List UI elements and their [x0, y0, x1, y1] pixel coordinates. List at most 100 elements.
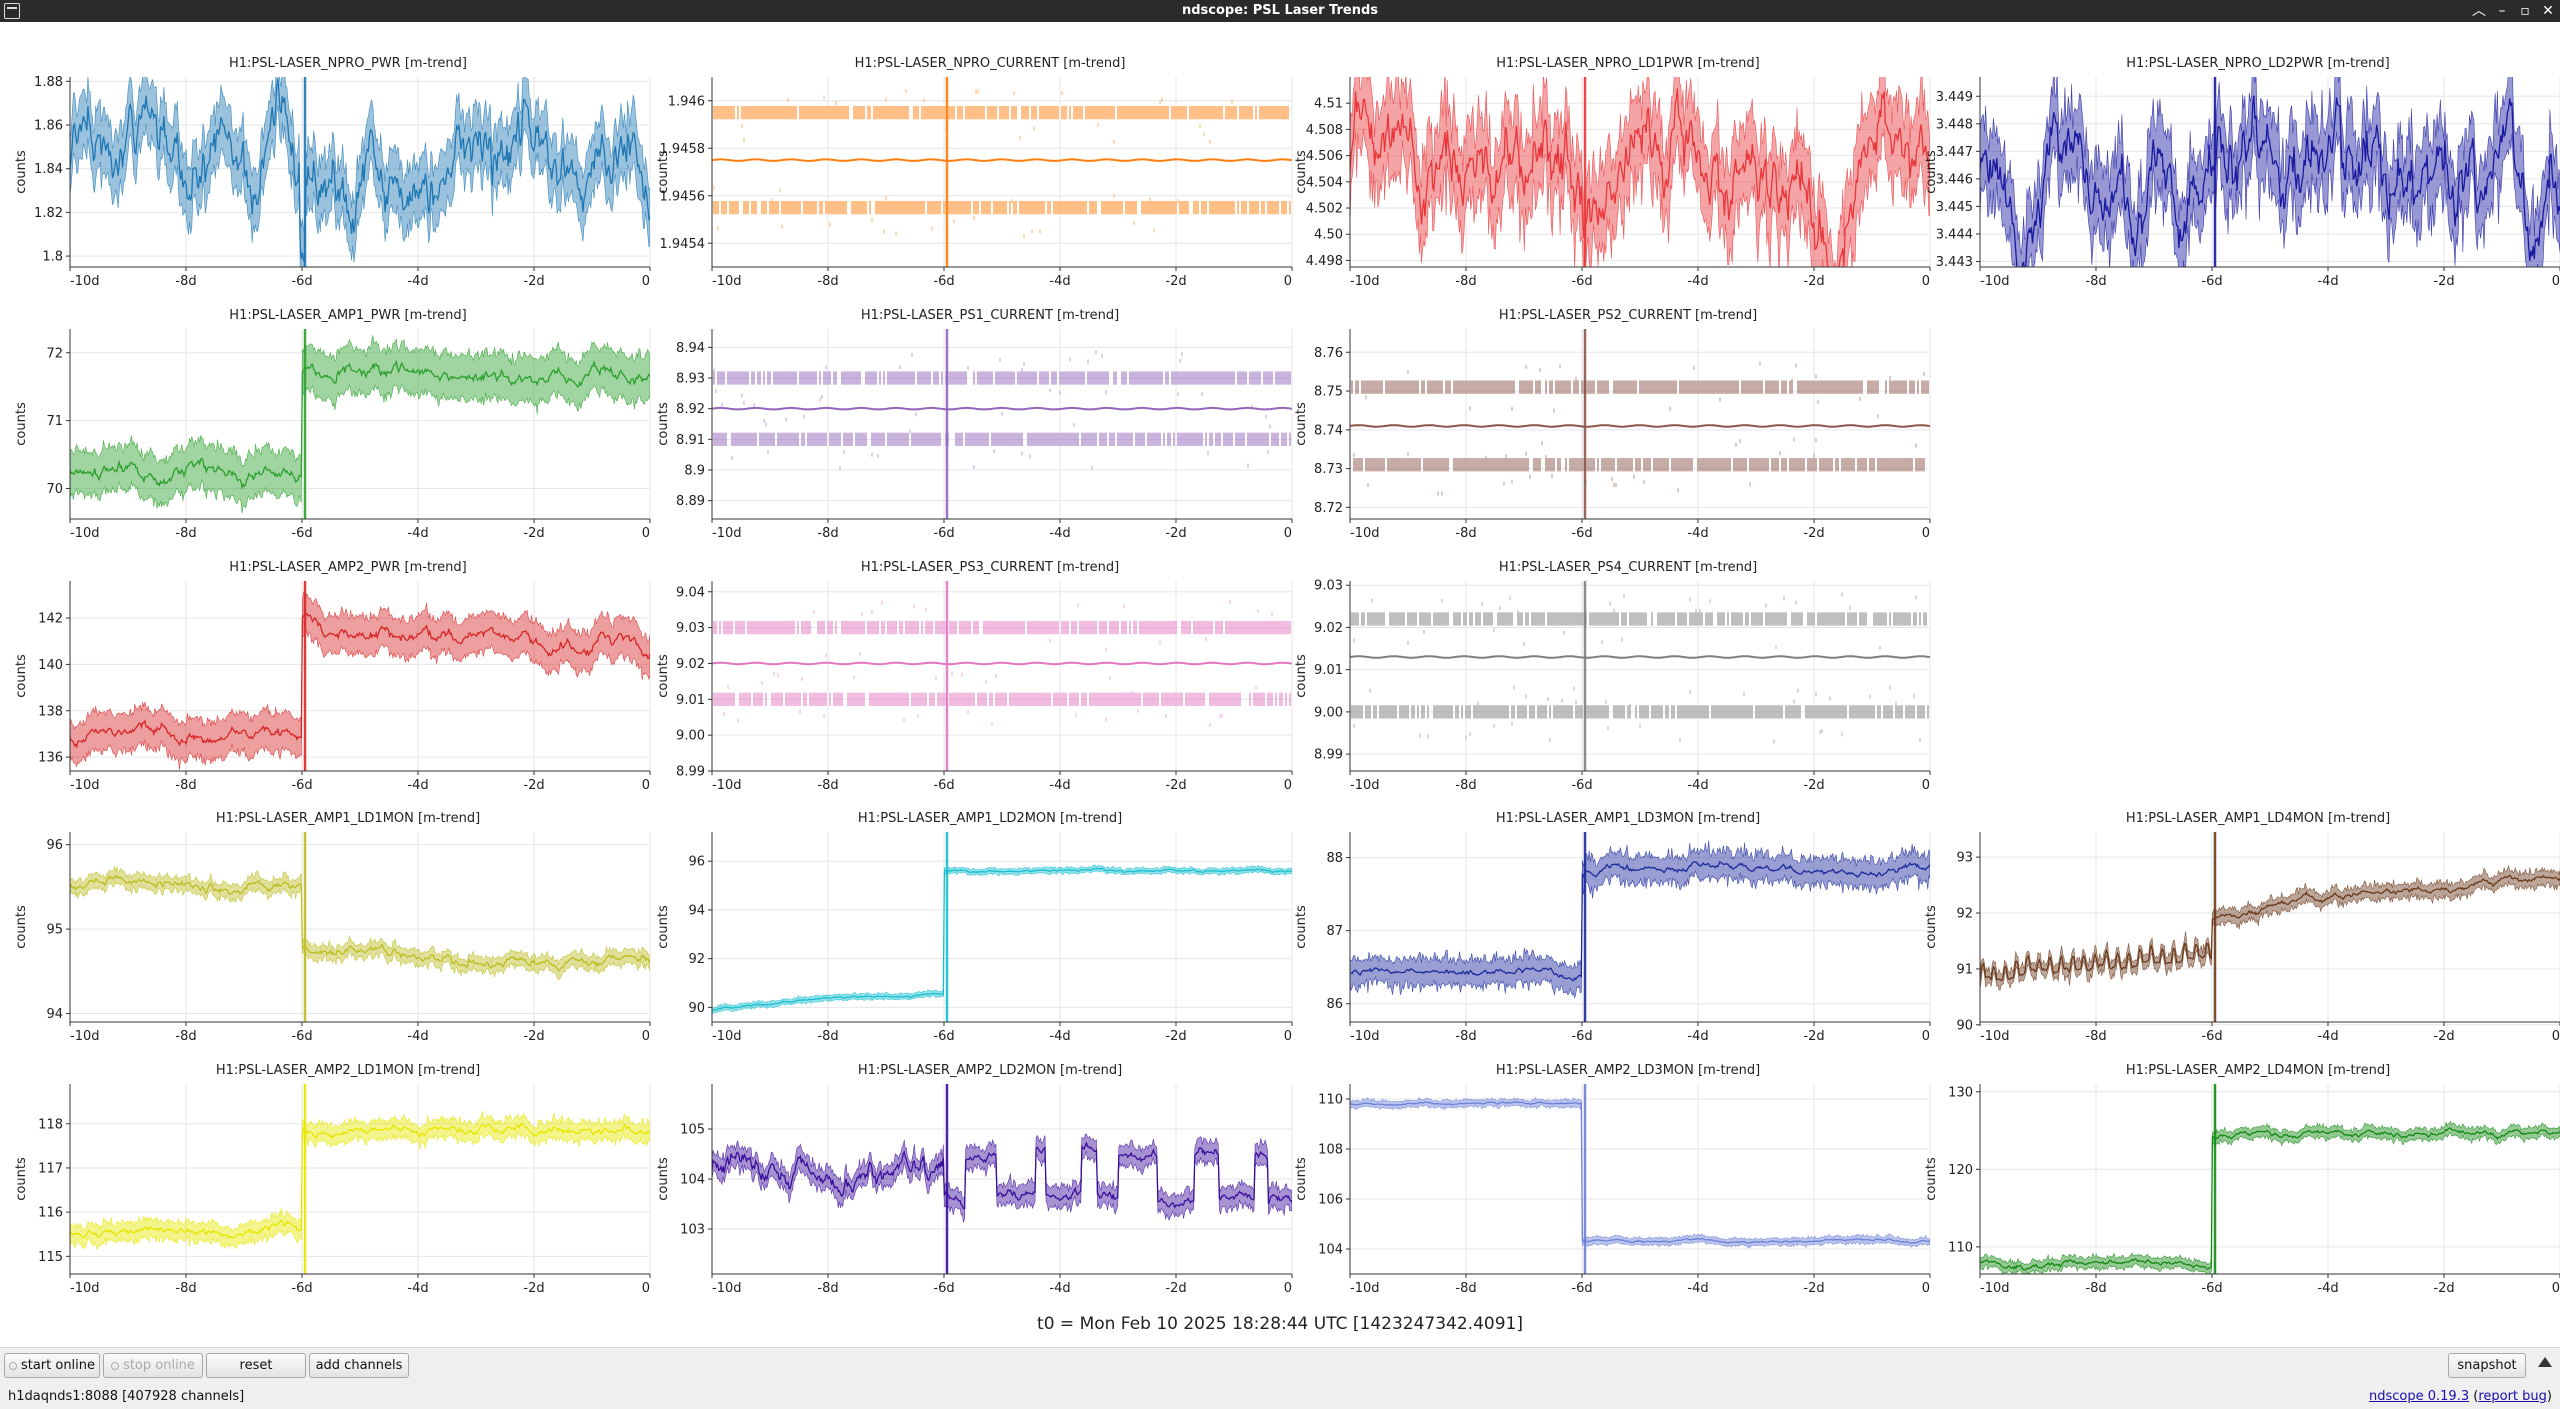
y-tick-label: 118: [38, 1117, 63, 1132]
plot-h1-psl-laser-ps4-current-m-trend-[interactable]: H1:PSL-LASER_PS4_CURRENT [m-trend] 8.99 9.…: [1294, 560, 1931, 793]
y-tick-label: 94: [688, 903, 705, 918]
x-tick-label: -10d: [1980, 1281, 2010, 1296]
y-axis-label: counts: [1294, 905, 1309, 949]
x-tick-label: -10d: [1980, 1029, 2010, 1044]
x-tick-label: -6d: [2201, 1029, 2222, 1044]
x-tick-label: -6d: [291, 526, 312, 541]
y-tick-label: 1.82: [34, 206, 63, 221]
x-tick-label: -10d: [712, 526, 742, 541]
y-tick-label: 8.72: [1314, 501, 1343, 516]
plot-canvas[interactable]: H1:PSL-LASER_NPRO_PWR [m-trend] 1.8 1.82 1.…: [0, 22, 2560, 1332]
x-tick-label: -4d: [2317, 274, 2338, 289]
y-tick-label: 1.88: [34, 75, 63, 90]
y-tick-label: 110: [1948, 1240, 1973, 1255]
mean-trace: [1350, 655, 1930, 659]
plot-h1-psl-laser-amp2-ld3mon-m-trend-[interactable]: H1:PSL-LASER_AMP2_LD3MON [m-trend] 104 106…: [1294, 1063, 1931, 1296]
y-tick-label: 138: [38, 704, 63, 719]
plot-h1-psl-laser-amp1-ld1mon-m-trend-[interactable]: H1:PSL-LASER_AMP1_LD1MON [m-trend] 94 95 96…: [14, 811, 651, 1044]
band-0: [1350, 361, 1929, 419]
x-tick-label: -6d: [2201, 1281, 2222, 1296]
x-tick-label: -10d: [1350, 274, 1380, 289]
y-tick-label: 4.51: [1314, 97, 1343, 112]
minmax-envelope: [70, 590, 650, 770]
y-tick-label: 8.73: [1314, 462, 1343, 477]
mean-trace: [1980, 95, 2560, 267]
mean-trace: [70, 874, 650, 972]
start-online-button[interactable]: start online: [4, 1353, 100, 1378]
app-menu-icon[interactable]: [4, 3, 20, 19]
y-tick-label: 1.9458: [660, 142, 706, 157]
keep-above-icon[interactable]: ︿: [2472, 3, 2486, 19]
x-tick-label: -4d: [1687, 1281, 1708, 1296]
x-tick-label: -8d: [817, 274, 838, 289]
y-tick-label: 106: [1318, 1193, 1343, 1208]
close-icon[interactable]: ✕: [2542, 3, 2554, 19]
x-tick-label: 0: [642, 1281, 650, 1296]
plot-h1-psl-laser-amp1-ld3mon-m-trend-[interactable]: H1:PSL-LASER_AMP1_LD3MON [m-trend] 86 87 88…: [1294, 811, 1931, 1044]
x-tick-label: -4d: [1049, 526, 1070, 541]
maximize-icon[interactable]: ▫: [2520, 3, 2530, 19]
y-tick-label: 4.504: [1306, 175, 1343, 190]
x-tick-label: -8d: [817, 1281, 838, 1296]
plot-title: H1:PSL-LASER_AMP2_LD2MON [m-trend]: [858, 1063, 1122, 1078]
plot-h1-psl-laser-ps2-current-m-trend-[interactable]: H1:PSL-LASER_PS2_CURRENT [m-trend] 8.72 8.…: [1294, 308, 1931, 541]
plot-data: [1350, 581, 1930, 771]
x-tick-label: -2d: [2433, 1281, 2454, 1296]
collapse-icon[interactable]: [2538, 1357, 2552, 1367]
plot-h1-psl-laser-amp2-ld1mon-m-trend-[interactable]: H1:PSL-LASER_AMP2_LD1MON [m-trend] 115 116…: [14, 1063, 651, 1296]
y-tick-label: 1.946: [668, 94, 705, 109]
plot-data: [70, 581, 650, 771]
plot-h1-psl-laser-amp2-ld4mon-m-trend-[interactable]: H1:PSL-LASER_AMP2_LD4MON [m-trend] 110 120…: [1924, 1063, 2560, 1296]
minimize-icon[interactable]: –: [2498, 3, 2506, 19]
add-channels-button[interactable]: add channels: [309, 1353, 409, 1378]
plot-h1-psl-laser-amp1-pwr-m-trend-[interactable]: H1:PSL-LASER_AMP1_PWR [m-trend] 70 71 72 -10…: [14, 308, 651, 541]
version-link[interactable]: ndscope 0.19.3: [2369, 1389, 2470, 1404]
snapshot-button[interactable]: snapshot: [2448, 1353, 2526, 1378]
mean-trace: [1350, 860, 1930, 982]
plot-h1-psl-laser-amp1-ld4mon-m-trend-[interactable]: H1:PSL-LASER_AMP1_LD4MON [m-trend] 90 91 92…: [1924, 811, 2560, 1044]
y-tick-label: 96: [688, 855, 705, 870]
y-tick-label: 4.498: [1306, 254, 1343, 269]
x-tick-label: 0: [1922, 526, 1930, 541]
plot-h1-psl-laser-npro-current-m-trend-[interactable]: H1:PSL-LASER_NPRO_CURRENT [m-trend] 1.945…: [656, 56, 1293, 289]
x-tick-label: -8d: [175, 274, 196, 289]
x-tick-label: -6d: [1571, 778, 1592, 793]
y-tick-label: 92: [688, 952, 705, 967]
y-tick-label: 88: [1326, 851, 1343, 866]
y-tick-label: 96: [46, 838, 63, 853]
minmax-envelope: [70, 335, 650, 514]
y-tick-label: 3.449: [1936, 90, 1973, 105]
minmax-envelope: [70, 77, 650, 267]
y-tick-label: 9.02: [1314, 621, 1343, 636]
plot-h1-psl-laser-ps1-current-m-trend-[interactable]: H1:PSL-LASER_PS1_CURRENT [m-trend] 8.89 8.…: [656, 308, 1293, 541]
x-tick-label: -4d: [407, 274, 428, 289]
server-status: h1daqnds1:8088 [407928 channels]: [8, 1389, 245, 1404]
add-channels-label: add channels: [315, 1358, 403, 1373]
x-tick-label: -6d: [933, 1029, 954, 1044]
plot-h1-psl-laser-npro-ld1pwr-m-trend-[interactable]: H1:PSL-LASER_NPRO_LD1PWR [m-trend] 4.498 4…: [1294, 31, 1931, 345]
x-tick-label: -10d: [1350, 1281, 1380, 1296]
reset-label: reset: [239, 1358, 273, 1373]
plot-h1-psl-laser-amp1-ld2mon-m-trend-[interactable]: H1:PSL-LASER_AMP1_LD2MON [m-trend] 90 92 94…: [656, 811, 1293, 1044]
x-tick-label: -10d: [1350, 1029, 1380, 1044]
y-tick-label: 95: [46, 923, 63, 938]
x-tick-label: -2d: [1165, 274, 1186, 289]
plot-h1-psl-laser-ps3-current-m-trend-[interactable]: H1:PSL-LASER_PS3_CURRENT [m-trend] 8.99 9.…: [656, 560, 1293, 793]
minmax-envelope: [1350, 1096, 1930, 1249]
x-tick-label: -6d: [1571, 1029, 1592, 1044]
plot-h1-psl-laser-npro-ld2pwr-m-trend-[interactable]: H1:PSL-LASER_NPRO_LD2PWR [m-trend] 3.443 3…: [1924, 43, 2560, 335]
plot-h1-psl-laser-amp2-pwr-m-trend-[interactable]: H1:PSL-LASER_AMP2_PWR [m-trend] 136 138 140…: [14, 560, 651, 793]
mean-trace: [1350, 1100, 1930, 1244]
plot-h1-psl-laser-amp2-ld2mon-m-trend-[interactable]: H1:PSL-LASER_AMP2_LD2MON [m-trend] 103 104…: [656, 1063, 1293, 1296]
plot-data: [1350, 1084, 1930, 1274]
x-tick-label: -2d: [523, 1029, 544, 1044]
x-tick-label: 0: [2552, 1281, 2560, 1296]
y-axis-label: counts: [1294, 654, 1309, 698]
x-tick-label: -4d: [407, 526, 428, 541]
reset-button[interactable]: reset: [206, 1353, 306, 1378]
report-bug-link[interactable]: report bug: [2478, 1389, 2547, 1404]
y-tick-label: 4.508: [1306, 123, 1343, 138]
stop-online-button[interactable]: stop online: [103, 1353, 203, 1378]
plot-h1-psl-laser-npro-pwr-m-trend-[interactable]: H1:PSL-LASER_NPRO_PWR [m-trend] 1.8 1.82 1.…: [14, 47, 651, 292]
plot-title: H1:PSL-LASER_PS2_CURRENT [m-trend]: [1499, 308, 1757, 323]
